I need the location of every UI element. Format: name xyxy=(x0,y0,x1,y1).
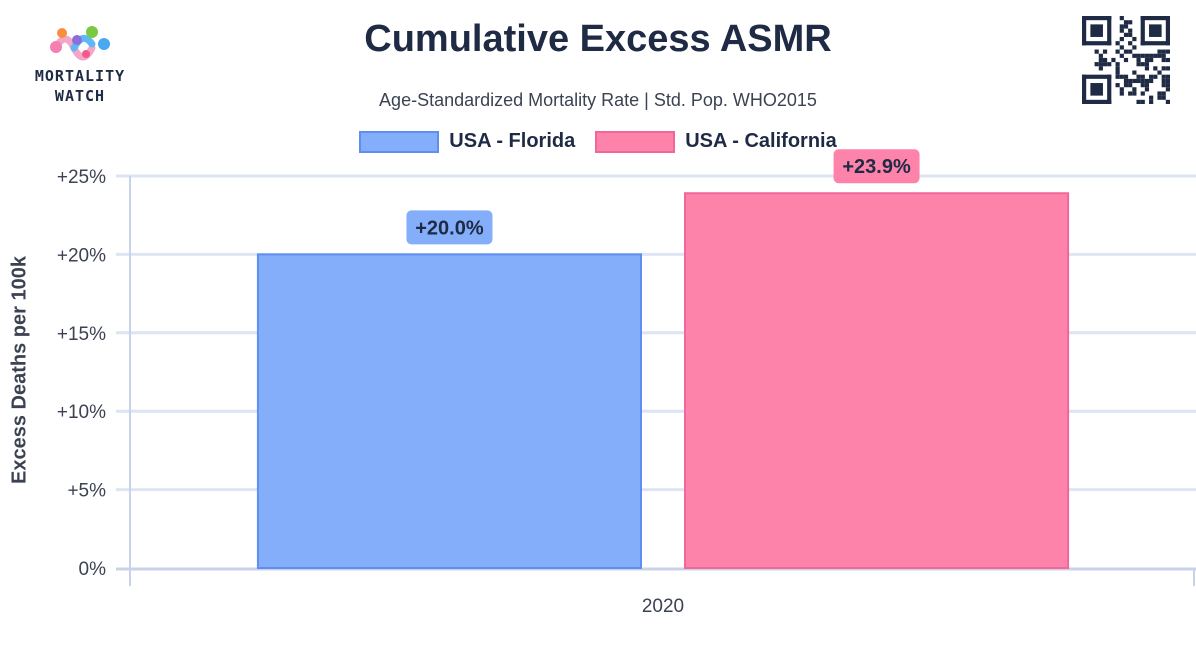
data-label: +20.0% xyxy=(415,217,484,239)
data-label-box xyxy=(406,210,493,245)
bar-florida xyxy=(256,253,642,569)
y-tick-label: +5% xyxy=(67,481,106,502)
logo-wordmark: MORTALITY WATCH xyxy=(14,66,146,106)
y-tick-label: 0% xyxy=(79,559,107,580)
legend-swatch-florida xyxy=(359,130,440,153)
mortality-watch-logo: MORTALITY WATCH xyxy=(14,18,146,110)
logo-line-1: MORTALITY xyxy=(34,67,126,85)
logo-line-2: WATCH xyxy=(54,87,106,105)
x-tick-label: 2020 xyxy=(642,596,684,617)
logo-molecule-icon xyxy=(50,26,110,61)
chart-subtitle: Age-Standardized Mortality Rate | Std. P… xyxy=(379,90,817,110)
data-label-box xyxy=(833,149,920,184)
legend-label-california: USA - California xyxy=(685,130,837,152)
y-tick-label: +20% xyxy=(57,245,106,266)
chart-legend: USA - Florida USA - California xyxy=(0,130,1196,153)
bar-california xyxy=(684,192,1070,570)
qr-code-icon xyxy=(1082,16,1170,104)
legend-label-florida: USA - Florida xyxy=(449,130,576,152)
data-label: +23.9% xyxy=(842,156,911,178)
legend-swatch-california xyxy=(595,130,676,153)
legend-item-california[interactable]: USA - California xyxy=(595,130,837,153)
y-tick-label: +25% xyxy=(57,167,106,188)
chart-title: Cumulative Excess ASMR xyxy=(364,18,832,60)
y-tick-label: +10% xyxy=(57,402,106,423)
y-tick-label: +15% xyxy=(57,324,106,345)
legend-item-florida[interactable]: USA - Florida xyxy=(359,130,575,153)
